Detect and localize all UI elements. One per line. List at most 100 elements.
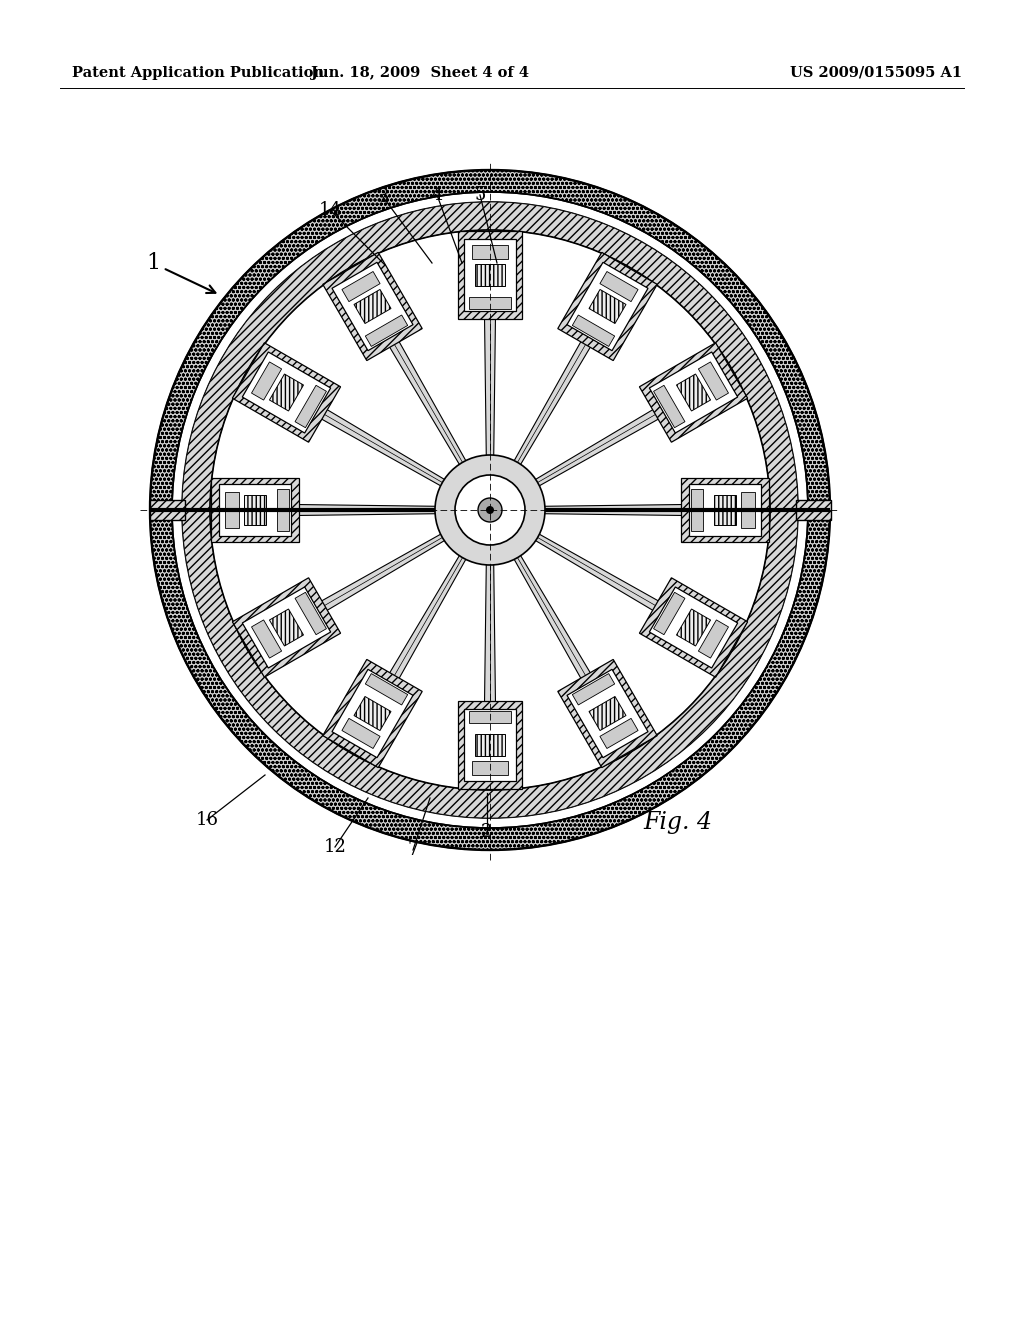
Bar [354,697,391,730]
Bar [252,362,282,400]
Bar [243,352,331,433]
Text: 3: 3 [377,187,389,206]
Bar [244,495,266,525]
Bar [589,289,626,323]
Bar [366,315,408,346]
Bar [464,709,516,781]
Bar [653,593,685,635]
Circle shape [501,488,511,499]
Circle shape [467,473,476,483]
Bar [677,374,711,411]
Bar [691,488,703,531]
Circle shape [455,475,525,545]
Bar [219,484,291,536]
Polygon shape [388,540,474,681]
Bar [332,669,413,758]
Text: 12: 12 [324,838,346,855]
Bar [232,578,341,677]
Bar [796,500,830,520]
Bar [252,620,282,659]
Polygon shape [506,339,592,479]
Bar [323,660,422,768]
Circle shape [467,537,476,546]
Bar [211,478,299,543]
Bar [469,711,511,723]
Bar [469,297,511,309]
Circle shape [449,506,458,515]
Circle shape [478,498,502,521]
Circle shape [182,202,798,818]
Bar [464,484,516,536]
Bar [354,289,391,323]
Bar [366,673,408,705]
Text: 1: 1 [146,252,160,275]
Polygon shape [520,408,660,495]
Text: 7: 7 [408,841,419,859]
Bar [567,263,648,351]
Polygon shape [506,540,592,681]
Bar [639,578,748,677]
Bar [698,362,728,400]
Bar [269,374,303,411]
Bar [741,492,755,528]
Bar [464,239,516,312]
Text: 5: 5 [474,186,485,205]
Circle shape [148,168,831,851]
Bar [572,315,614,346]
Bar [323,252,422,360]
Circle shape [469,521,479,531]
Bar [653,385,685,428]
Circle shape [469,488,479,499]
Bar [150,500,184,520]
Bar [295,385,327,428]
Circle shape [453,487,463,496]
Polygon shape [388,339,474,479]
Bar [458,231,522,319]
Circle shape [504,537,513,546]
Wedge shape [182,202,798,818]
Wedge shape [150,170,830,850]
Bar [232,343,341,442]
Polygon shape [527,504,684,516]
Bar [278,488,289,531]
Polygon shape [484,315,496,473]
Bar [342,718,380,748]
Bar [567,669,648,758]
Text: 4: 4 [431,186,442,205]
Circle shape [517,487,527,496]
Bar [558,660,657,768]
Text: Patent Application Publication: Patent Application Publication [72,66,324,81]
Text: 16: 16 [196,810,218,829]
Circle shape [485,469,495,478]
Bar [649,587,737,668]
Bar [475,734,505,756]
Bar [600,718,638,748]
Bar [558,252,657,360]
Text: 14: 14 [318,201,341,219]
Polygon shape [520,525,660,611]
Text: 2: 2 [481,822,493,841]
Circle shape [517,524,527,533]
Bar [689,484,761,536]
Bar [472,246,508,259]
Bar [342,272,380,302]
Bar [600,272,638,302]
Bar [458,701,522,789]
Bar [589,697,626,730]
Circle shape [486,506,494,513]
Text: Fig. 4: Fig. 4 [643,810,712,833]
Bar [681,478,769,543]
Bar [269,609,303,645]
Circle shape [435,455,545,565]
Bar [677,609,711,645]
Bar [243,587,331,668]
Text: US 2009/0155095 A1: US 2009/0155095 A1 [790,66,963,81]
Circle shape [504,473,513,483]
Polygon shape [296,504,453,516]
Text: Jun. 18, 2009  Sheet 4 of 4: Jun. 18, 2009 Sheet 4 of 4 [311,66,529,81]
Bar [649,352,737,433]
Bar [639,343,748,442]
Circle shape [485,543,495,552]
Bar [572,673,614,705]
Circle shape [453,524,463,533]
